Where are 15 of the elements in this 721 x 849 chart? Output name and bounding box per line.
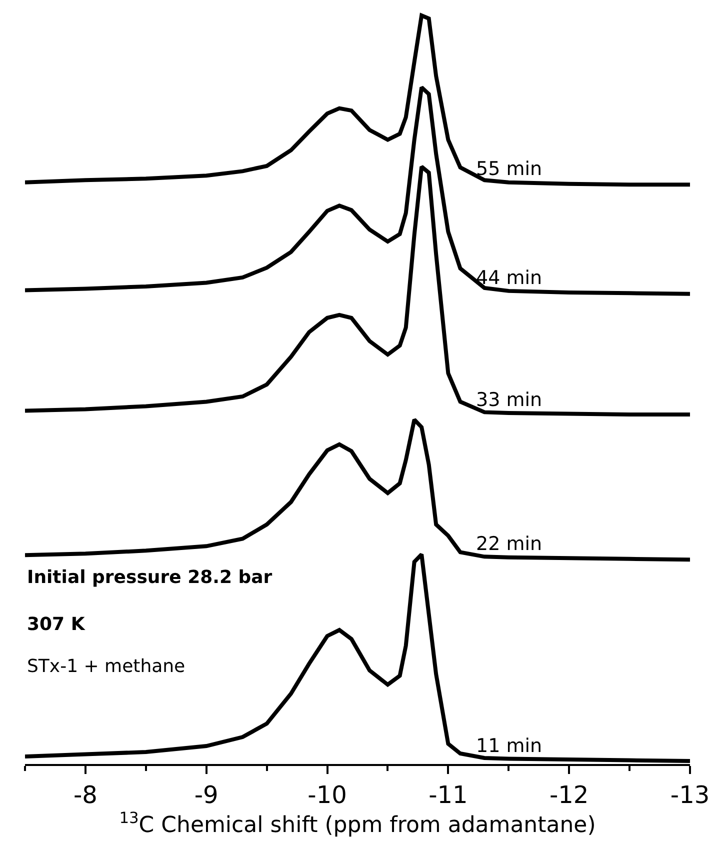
- series-label: 22 min: [476, 533, 542, 555]
- annotation: 307 K: [27, 614, 86, 635]
- x-tick-label: -12: [549, 780, 589, 809]
- series-label: 33 min: [476, 389, 542, 411]
- x-tick-label: -13: [670, 780, 710, 809]
- x-tick-label: -10: [308, 780, 347, 809]
- annotation: STx-1 + methane: [27, 656, 186, 677]
- series-label: 11 min: [476, 735, 542, 757]
- x-tick-label: -8: [73, 780, 98, 809]
- x-tick-label: -11: [428, 780, 468, 809]
- annotation: Initial pressure 28.2 bar: [27, 567, 272, 588]
- series-label: 55 min: [476, 158, 542, 180]
- series-label: 44 min: [476, 267, 542, 289]
- x-axis-title: $^{13}$C Chemical shift (ppm from adamantane): [119, 808, 596, 838]
- x-tick-label: -9: [194, 780, 218, 809]
